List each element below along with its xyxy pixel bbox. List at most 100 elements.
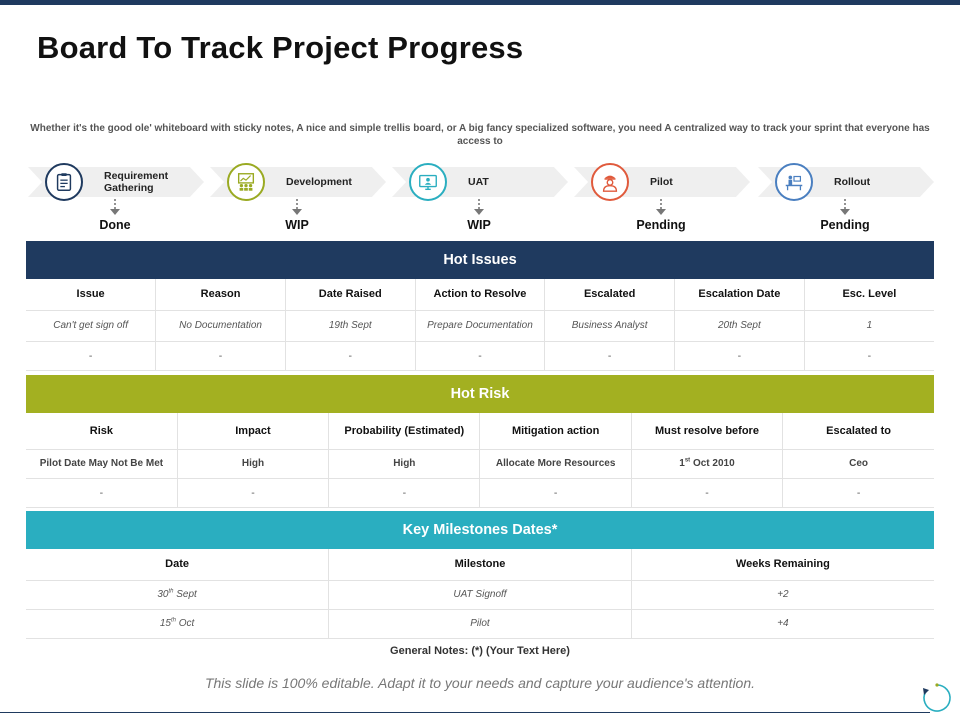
table-cell: Business Analyst xyxy=(544,310,676,342)
hot-risk-header: Hot Risk xyxy=(26,375,934,413)
arrow-down-icon xyxy=(474,199,484,215)
table-cell: 30th Sept xyxy=(26,580,330,610)
stage-status: WIP xyxy=(467,218,491,232)
column-header: Issue xyxy=(26,279,157,311)
clipboard-icon xyxy=(56,173,72,191)
date-day: 15 xyxy=(159,618,171,629)
milestones-header: Key Milestones Dates* xyxy=(26,511,934,549)
date-day: 1 xyxy=(679,458,685,469)
table-cell: 15th Oct xyxy=(26,609,330,639)
column-header: Weeks Remaining xyxy=(631,549,934,581)
column-header: Milestone xyxy=(328,549,632,581)
stage-flow: Requirement Gathering Done Development xyxy=(28,163,938,233)
column-header: Esc. Level xyxy=(804,279,934,311)
table-cell: - xyxy=(631,478,784,508)
general-notes: General Notes: (*) (Your Text Here) xyxy=(390,645,570,657)
stage-rollout: Rollout Pending xyxy=(758,163,934,233)
table-cell: 1st Oct 2010 xyxy=(631,449,784,479)
arrow-down-icon xyxy=(840,199,850,215)
pilot-icon xyxy=(602,175,618,192)
hot-risk-table: Risk Impact Probability (Estimated) Miti… xyxy=(26,413,934,508)
table-cell: - xyxy=(155,341,286,371)
arrow-down-icon xyxy=(292,199,302,215)
stage-status: Done xyxy=(99,218,131,232)
column-header: Probability (Estimated) xyxy=(328,413,481,450)
table-row: - - - - - - - xyxy=(26,341,934,371)
table-cell: Allocate More Resources xyxy=(479,449,632,479)
column-header: Date xyxy=(26,549,330,581)
stage-icon-circle xyxy=(409,163,447,201)
bottom-rule xyxy=(0,712,930,713)
refresh-cycle-icon xyxy=(923,683,951,712)
stage-icon-circle xyxy=(775,163,813,201)
table-row: Pilot Date May Not Be Met High High Allo… xyxy=(26,449,934,479)
date-day: 30 xyxy=(157,589,169,600)
table-cell: Can't get sign off xyxy=(26,310,157,342)
column-header: Action to Resolve xyxy=(415,279,546,311)
top-accent-bar xyxy=(0,0,960,5)
table-cell: - xyxy=(328,478,481,508)
stage-status: Pending xyxy=(636,218,686,232)
table-row: - - - - - - xyxy=(26,478,934,508)
stage-uat: UAT WIP xyxy=(392,163,568,233)
column-header: Escalated to xyxy=(782,413,934,450)
footer-text: This slide is 100% editable. Adapt it to… xyxy=(204,675,756,691)
date-suffix: st xyxy=(684,457,691,464)
intro-text: Whether it's the good ole' whiteboard wi… xyxy=(30,123,930,147)
column-header: Escalation Date xyxy=(674,279,805,311)
table-cell: +4 xyxy=(631,609,934,639)
page-title: Board To Track Project Progress xyxy=(37,30,524,65)
stage-pilot: Pilot Pending xyxy=(574,163,750,233)
table-cell: High xyxy=(328,449,481,479)
table-cell: - xyxy=(177,478,330,508)
table-cell: - xyxy=(285,341,416,371)
date-suffix: th xyxy=(170,617,176,624)
table-cell: High xyxy=(177,449,330,479)
table-cell: UAT Signoff xyxy=(328,580,632,610)
table-row: 30th Sept UAT Signoff +2 xyxy=(26,580,934,610)
team-board-icon xyxy=(237,173,255,191)
arrow-down-icon xyxy=(656,199,666,215)
table-cell: Ceo xyxy=(782,449,934,479)
stage-icon-circle xyxy=(591,163,629,201)
milestones-section: Key Milestones Dates* Date Milestone Wee… xyxy=(26,511,934,639)
table-cell: - xyxy=(415,341,546,371)
date-rest: Sept xyxy=(173,589,197,600)
stage-label: Pilot xyxy=(650,176,673,188)
stage-label: UAT xyxy=(468,176,489,188)
stage-label: Development xyxy=(286,176,352,188)
column-header: Risk xyxy=(26,413,178,450)
table-cell: Pilot xyxy=(328,609,632,639)
column-header: Escalated xyxy=(544,279,676,311)
column-header: Reason xyxy=(155,279,286,311)
column-header: Date Raised xyxy=(285,279,416,311)
date-rest: Oct xyxy=(175,618,195,629)
stage-icon-circle xyxy=(227,163,265,201)
table-cell: No Documentation xyxy=(155,310,286,342)
stage-status: WIP xyxy=(285,218,309,232)
table-cell: - xyxy=(804,341,934,371)
table-header-row: Date Milestone Weeks Remaining xyxy=(26,549,934,581)
date-rest: Oct 2010 xyxy=(690,458,735,469)
table-cell: - xyxy=(479,478,632,508)
table-cell: Prepare Documentation xyxy=(415,310,546,342)
table-cell: +2 xyxy=(631,580,934,610)
milestones-table: Date Milestone Weeks Remaining 30th Sept… xyxy=(26,549,934,639)
table-cell: - xyxy=(544,341,676,371)
stage-icon-circle xyxy=(45,163,83,201)
hot-issues-table: Issue Reason Date Raised Action to Resol… xyxy=(26,279,934,371)
stage-label: Requirement Gathering xyxy=(104,170,169,194)
office-desk-icon xyxy=(785,175,803,191)
table-cell: - xyxy=(26,478,178,508)
column-header: Impact xyxy=(177,413,330,450)
table-header-row: Issue Reason Date Raised Action to Resol… xyxy=(26,279,934,311)
stage-requirement-gathering: Requirement Gathering Done xyxy=(28,163,204,233)
table-cell: - xyxy=(782,478,934,508)
stage-status: Pending xyxy=(820,218,870,232)
column-header: Must resolve before xyxy=(631,413,784,450)
stage-label: Rollout xyxy=(834,176,871,188)
arrow-down-icon xyxy=(110,199,120,215)
table-cell: - xyxy=(674,341,805,371)
date-suffix: th xyxy=(168,588,174,595)
hot-issues-section: Hot Issues Issue Reason Date Raised Acti… xyxy=(26,241,934,371)
